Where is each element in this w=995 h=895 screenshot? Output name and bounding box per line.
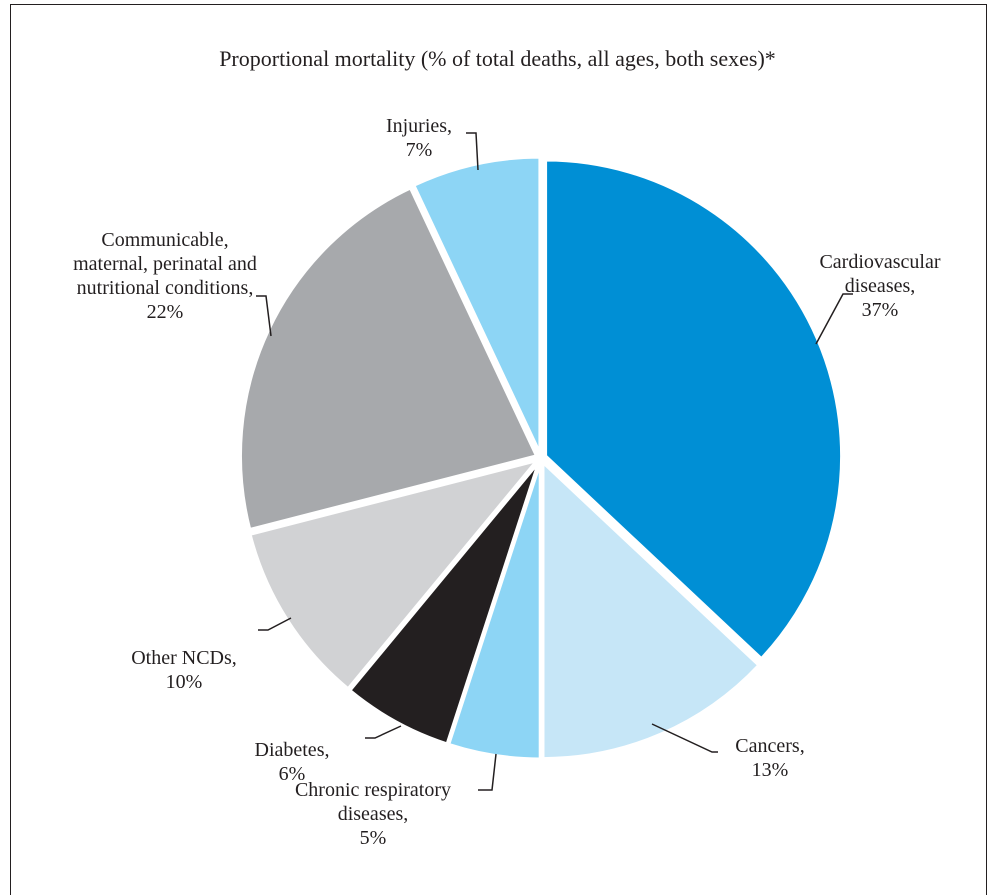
slice-label-line: 13%	[752, 759, 789, 781]
label-leader-line	[815, 293, 853, 345]
chart-title: Proportional mortality (% of total death…	[219, 46, 776, 71]
label-leader-line	[478, 753, 497, 791]
slice-label-line: 22%	[147, 301, 184, 323]
pie-slice	[446, 462, 542, 761]
pie-slice	[248, 458, 541, 691]
slice-label: Communicable, maternal, perinatal and nutr…	[73, 229, 257, 323]
pie-slice	[239, 186, 539, 532]
slice-label-line: nutritional conditions,	[77, 277, 254, 299]
slice-label-line: Diabetes,	[255, 739, 330, 761]
pie-chart: Cardiovascular diseases, 37%Cancers, 13%Chr…	[73, 115, 941, 849]
label-leader-line	[258, 617, 292, 631]
pie-slice	[544, 158, 844, 661]
slice-label-line: 5%	[360, 827, 387, 849]
slice-label: Cancers, 13%	[735, 735, 804, 781]
pie-slice	[541, 459, 761, 761]
slice-label: Injuries, 7%	[386, 115, 452, 161]
figure-frame	[10, 4, 987, 895]
slice-label-line: Chronic respiratory	[295, 779, 451, 801]
slice-label: Chronic respiratory diseases, 5%	[295, 779, 451, 849]
slice-label-line: 7%	[406, 139, 433, 161]
slice-label-line: 10%	[166, 671, 203, 693]
label-leader-line	[365, 725, 402, 739]
slice-label-line: Cardiovascular	[819, 251, 940, 273]
slice-label-line: Cancers,	[735, 735, 804, 757]
pie-slice	[347, 461, 541, 746]
slice-label: Other NCDs, 10%	[131, 647, 237, 693]
slice-label-line: maternal, perinatal and	[73, 253, 257, 275]
slice-label-line: 37%	[862, 299, 899, 321]
slice-label-line: 6%	[279, 763, 306, 785]
label-leader-line	[651, 723, 718, 753]
pie-slice	[411, 155, 542, 454]
slice-label-line: Other NCDs,	[131, 647, 237, 669]
label-leader-line	[466, 132, 479, 171]
slice-label: Diabetes, 6%	[255, 739, 330, 785]
slice-label-line: diseases,	[845, 275, 916, 297]
slice-label-line: Communicable,	[101, 229, 228, 251]
slice-label-line: Injuries,	[386, 115, 452, 137]
slice-label-line: diseases,	[338, 803, 409, 825]
slice-label: Cardiovascular diseases, 37%	[819, 251, 940, 321]
label-leader-line	[256, 295, 272, 337]
